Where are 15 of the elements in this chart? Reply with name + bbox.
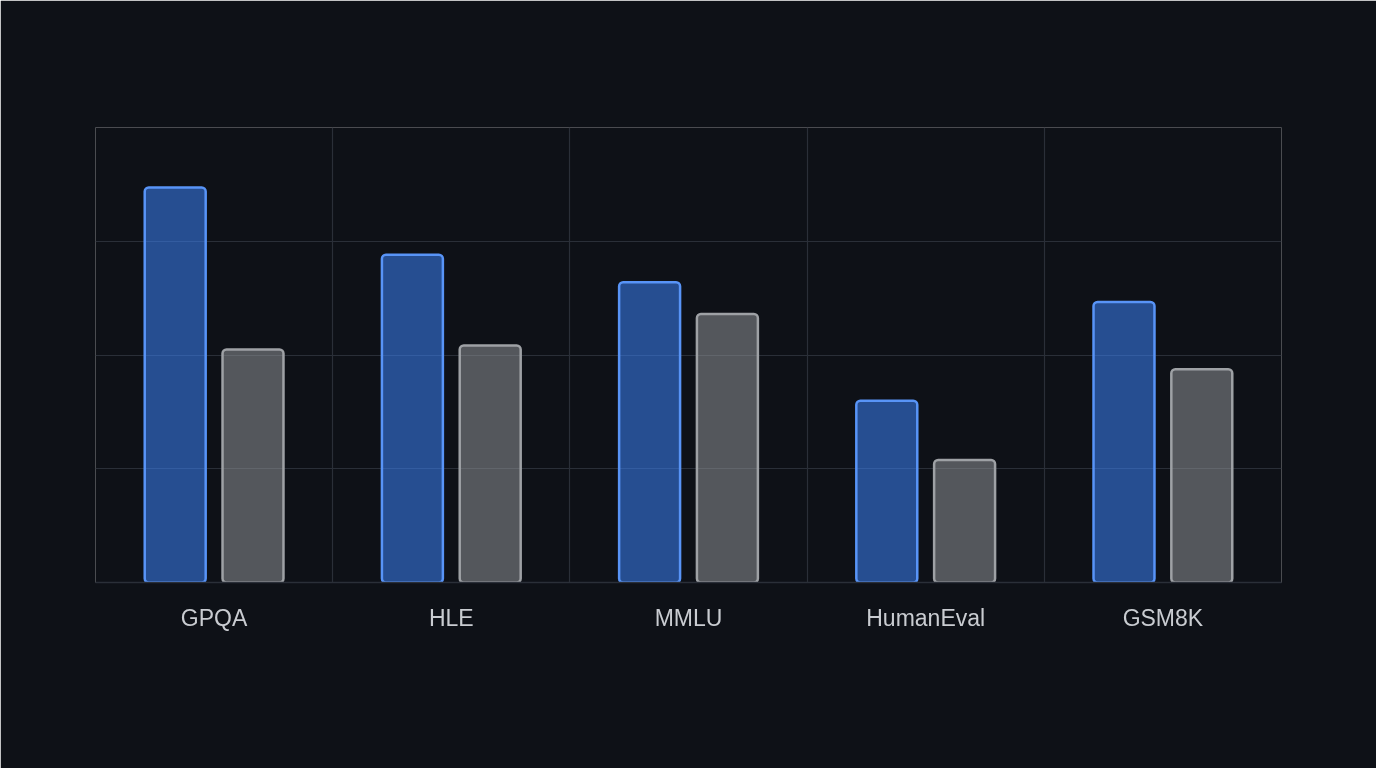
bar: [1170, 367, 1234, 583]
x-tick-label: HLE: [428, 604, 474, 631]
bar: [458, 344, 522, 583]
bar: [221, 348, 285, 583]
bar: [380, 253, 445, 583]
x-tick-label: GPQA: [180, 604, 248, 631]
bar: [143, 186, 207, 583]
bar: [617, 281, 682, 583]
bar: [932, 458, 997, 583]
bar: [695, 312, 760, 583]
x-tick-label: HumanEval: [866, 604, 986, 631]
x-tick-label: GSM8K: [1122, 604, 1204, 631]
bar: [1092, 300, 1156, 583]
x-tick-label: MMLU: [654, 604, 723, 631]
bar: [855, 399, 919, 583]
